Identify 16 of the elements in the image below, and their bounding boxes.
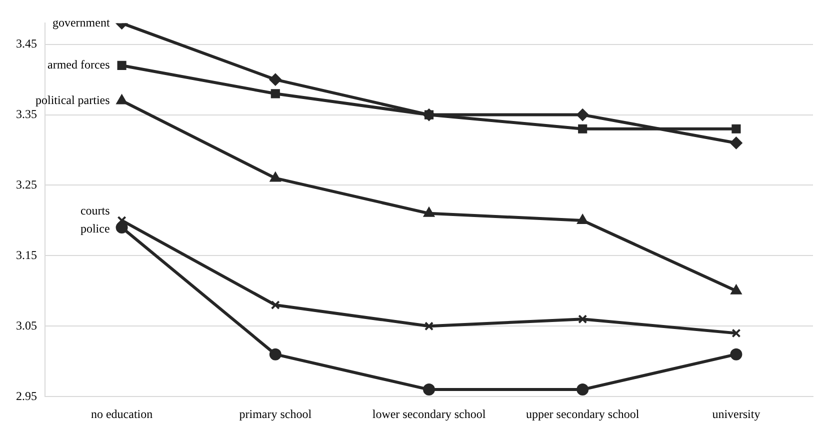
x-tick-label: no education — [90, 406, 153, 421]
x-tick-label: primary school — [239, 406, 312, 421]
x-tick-label: university — [712, 406, 760, 421]
x-tick-label: upper secondary school — [526, 406, 640, 421]
y-tick-label: 3.25 — [16, 177, 37, 192]
series-label: courts — [80, 204, 110, 218]
series-label: political parties — [35, 92, 110, 107]
y-tick-label: 2.95 — [16, 388, 37, 403]
series-label: armed forces — [48, 58, 110, 72]
y-tick-label: 3.05 — [16, 318, 37, 332]
y-tick-label: 3.15 — [16, 248, 37, 262]
x-tick-label: lower secondary school — [372, 406, 486, 421]
y-tick-label: 3.35 — [16, 106, 37, 121]
series-label: government — [52, 15, 110, 30]
y-tick-label: 3.45 — [16, 36, 37, 50]
series-label: police — [80, 222, 110, 236]
